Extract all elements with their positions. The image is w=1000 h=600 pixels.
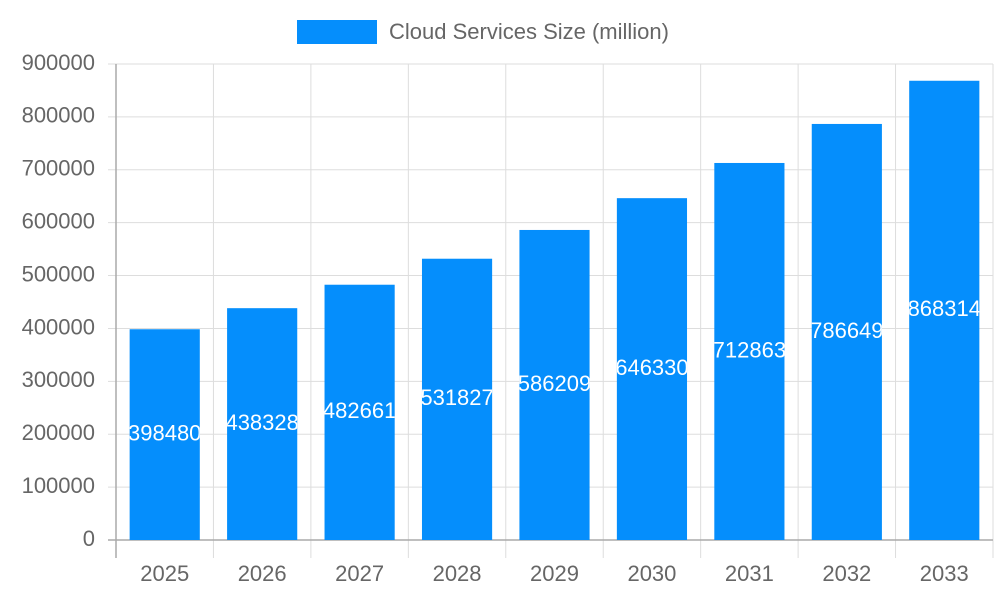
x-tick-label: 2030 <box>627 561 676 586</box>
x-tick-label: 2033 <box>920 561 969 586</box>
bar <box>714 162 785 541</box>
bar <box>909 80 980 541</box>
data-label: 646330 <box>615 355 688 380</box>
y-tick-label: 0 <box>83 526 95 551</box>
data-label: 586209 <box>518 371 591 396</box>
bar <box>421 258 493 540</box>
legend-swatch <box>297 20 377 44</box>
data-label: 868314 <box>908 296 981 321</box>
y-tick-label: 700000 <box>22 156 95 181</box>
y-tick-label: 900000 <box>22 50 95 75</box>
data-label: 398480 <box>128 420 201 445</box>
data-label: 712863 <box>713 337 786 362</box>
y-tick-label: 100000 <box>22 473 95 498</box>
y-tick-label: 300000 <box>22 367 95 392</box>
bar <box>227 308 298 540</box>
x-tick-label: 2032 <box>822 561 871 586</box>
data-label: 438328 <box>225 410 298 435</box>
x-tick-label: 2027 <box>335 561 384 586</box>
data-label: 786649 <box>810 318 883 343</box>
x-tick-label: 2025 <box>140 561 189 586</box>
y-tick-label: 800000 <box>22 103 95 128</box>
legend-label: Cloud Services Size (million) <box>389 19 669 44</box>
data-label: 482661 <box>323 398 396 423</box>
x-tick-label: 2029 <box>530 561 579 586</box>
x-tick-label: 2026 <box>238 561 287 586</box>
y-tick-label: 600000 <box>22 208 95 233</box>
data-label: 531827 <box>420 385 493 410</box>
bar <box>616 198 688 540</box>
bar <box>811 123 882 541</box>
x-tick-label: 2028 <box>433 561 482 586</box>
bar <box>129 329 200 540</box>
bar <box>519 229 590 540</box>
y-tick-label: 400000 <box>22 314 95 339</box>
y-tick-label: 500000 <box>22 261 95 286</box>
y-tick-label: 200000 <box>22 420 95 445</box>
bar <box>324 284 395 540</box>
x-tick-label: 2031 <box>725 561 774 586</box>
